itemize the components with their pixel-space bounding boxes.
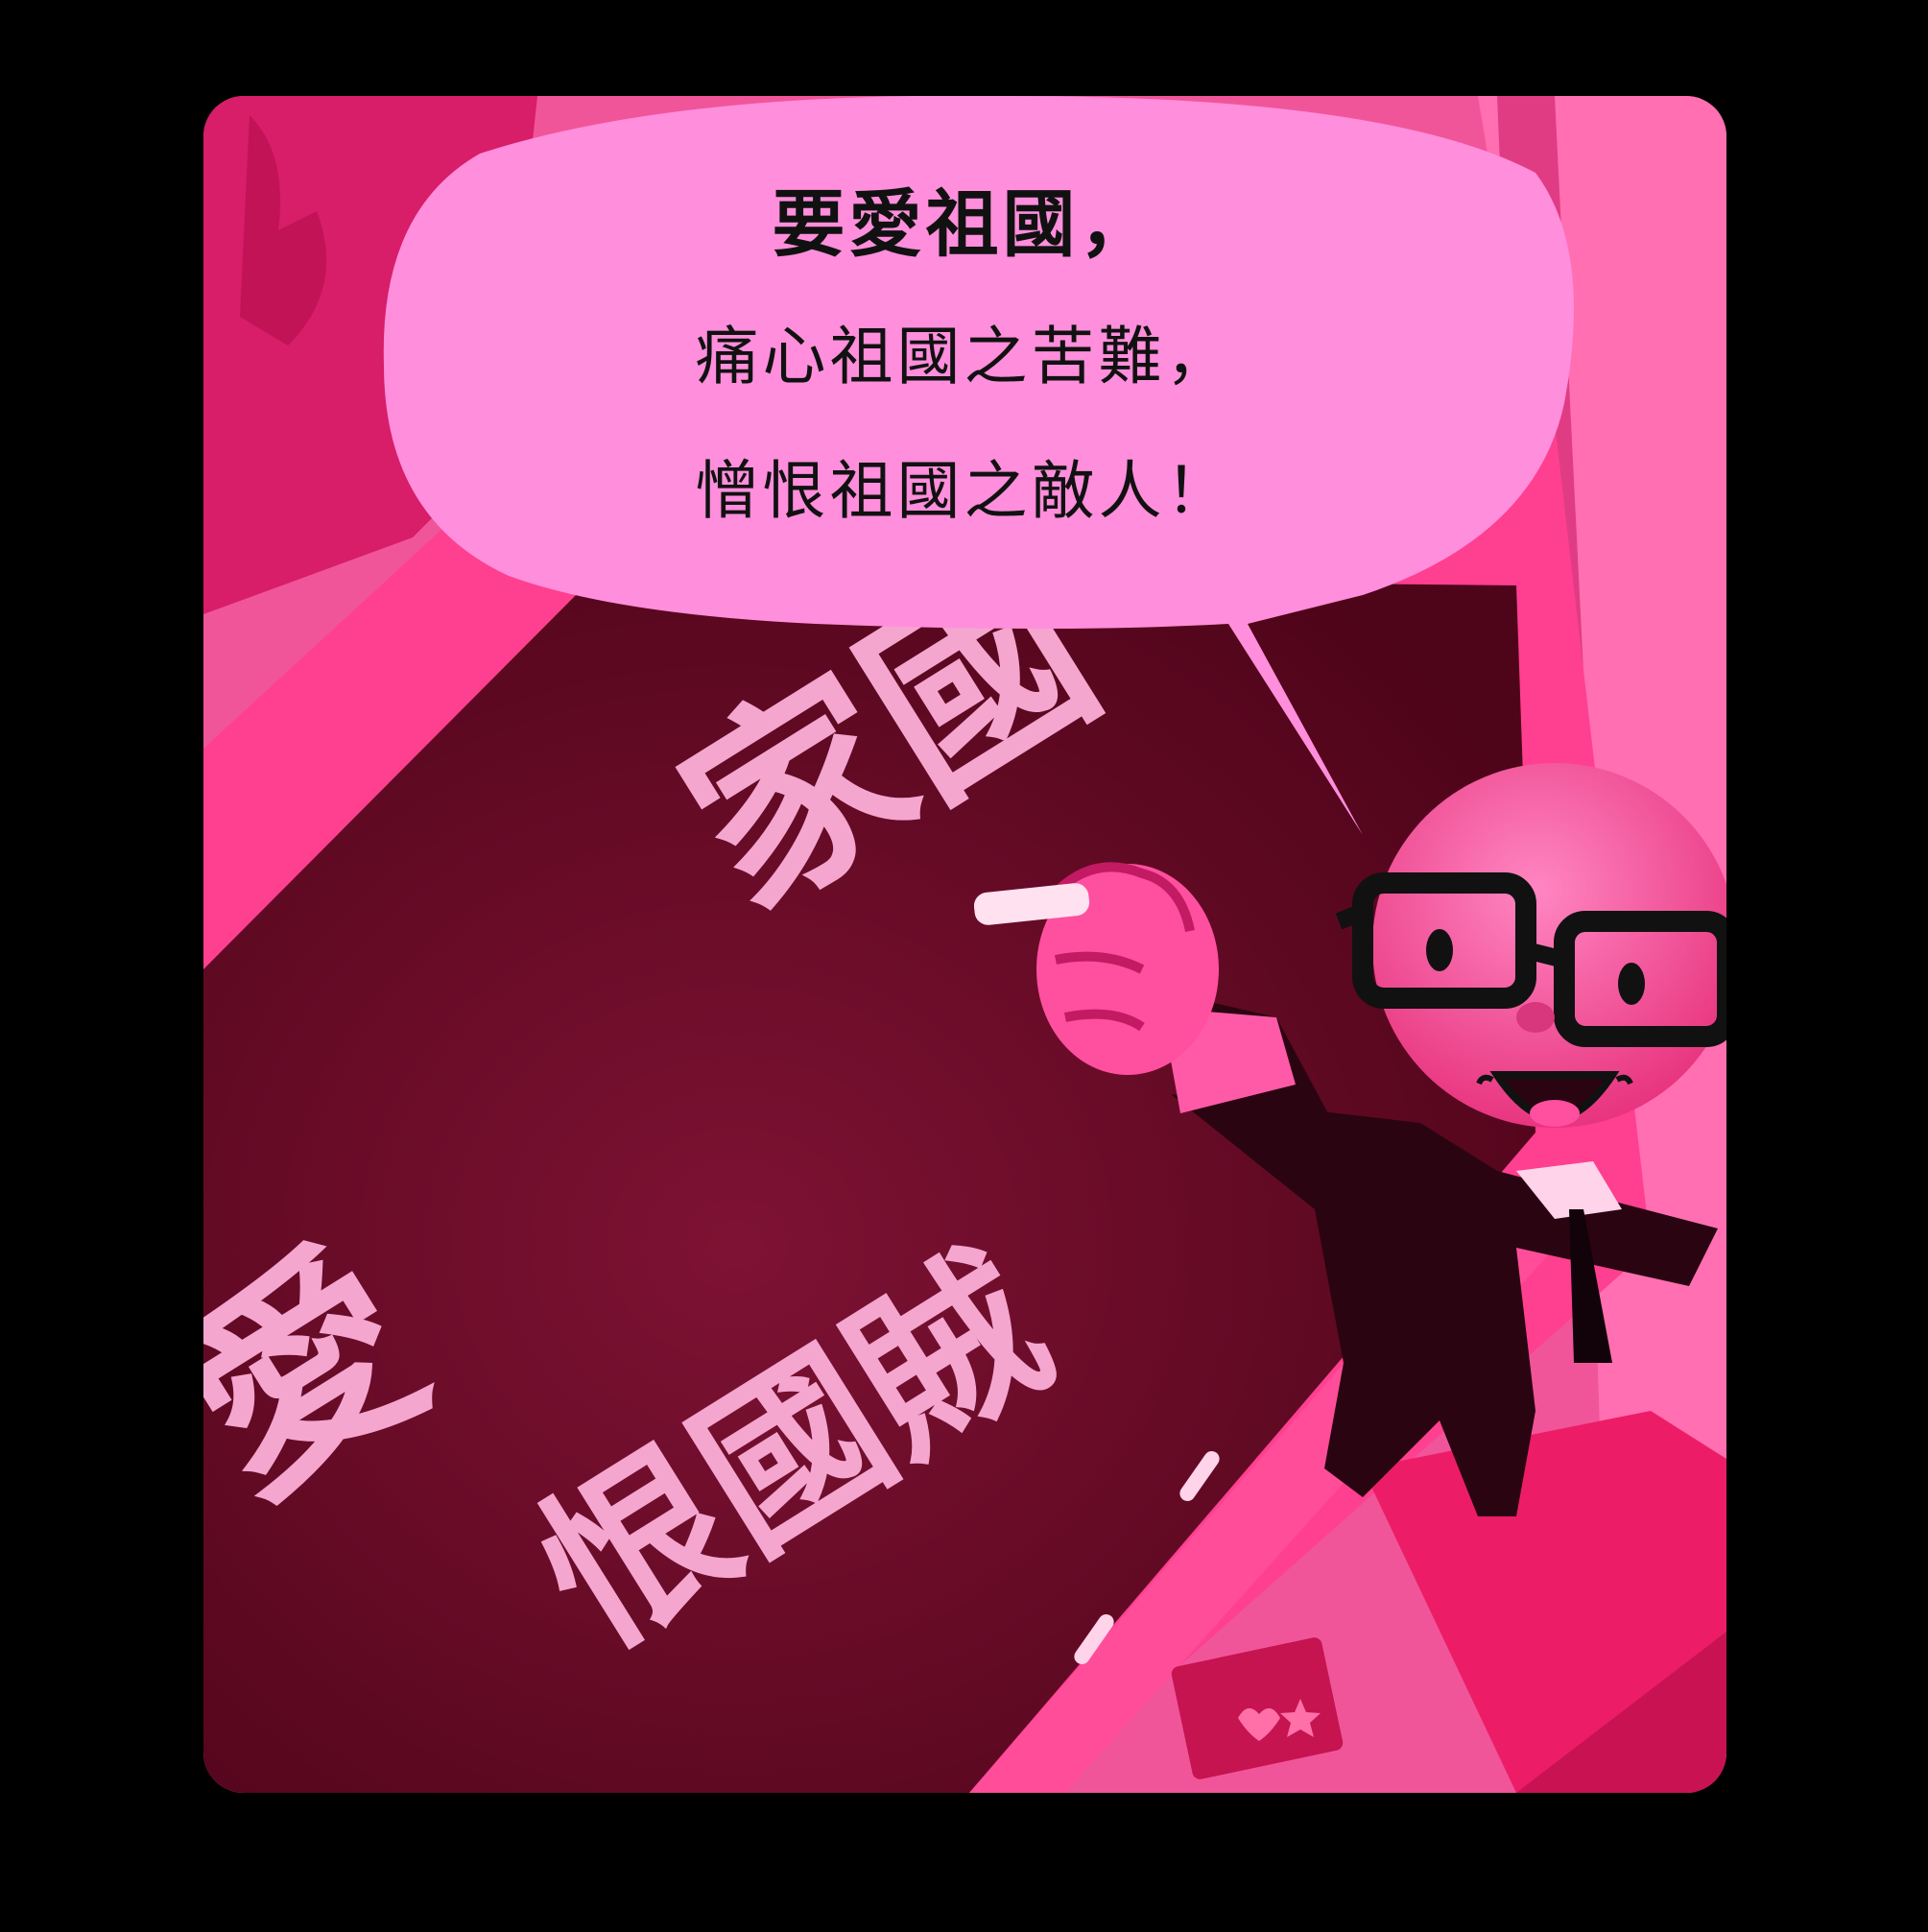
glasses-left-lens <box>1352 872 1536 1009</box>
book <box>1171 1637 1344 1779</box>
glasses-right-lens <box>1554 911 1726 1047</box>
heart-icon <box>1238 1707 1280 1741</box>
speech-bubble <box>383 96 1574 835</box>
speech-line-1: 要愛祖國， <box>772 181 1156 267</box>
character-eye-left <box>1426 929 1453 971</box>
speech-line-3: 憎恨祖國之敵人！ <box>695 454 1233 528</box>
character-fist <box>1036 864 1219 1075</box>
chalkboard <box>203 576 1535 1793</box>
chalk-stick <box>973 883 1090 925</box>
star-icon <box>1280 1699 1321 1737</box>
desk <box>1363 1411 1726 1793</box>
panel-art: 家國 恨國賊 愛 <box>203 96 1726 1793</box>
speech-line-2: 痛心祖國之苦難， <box>695 320 1233 394</box>
character-eye-right <box>1618 963 1645 1005</box>
necktie <box>1569 1209 1612 1363</box>
